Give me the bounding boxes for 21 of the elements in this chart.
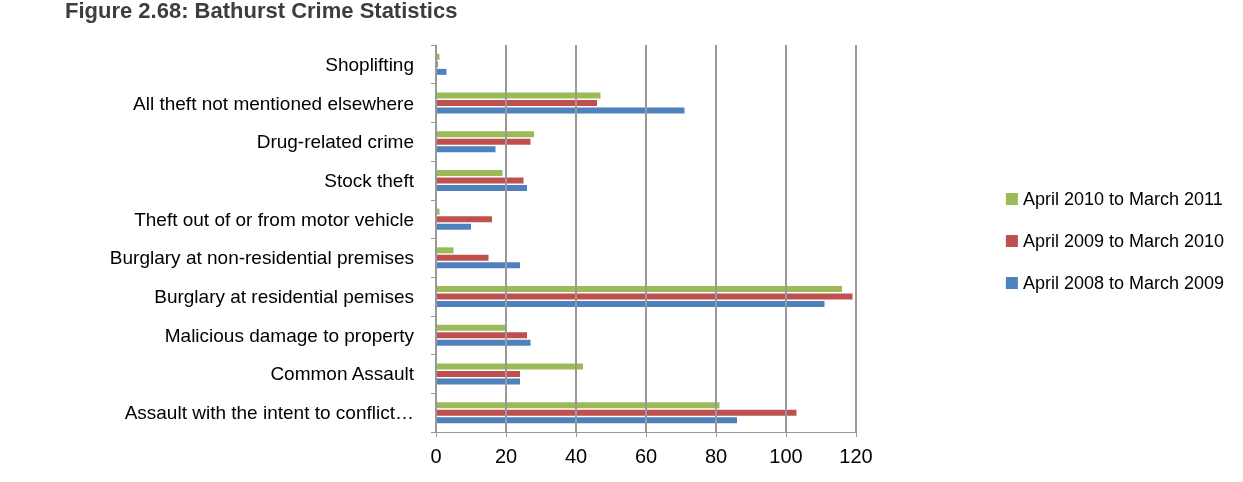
y-tick-label: All theft not mentioned elsewhere (133, 92, 414, 114)
y-tick-label: Malicious damage to property (164, 324, 415, 346)
x-tick-label: 120 (839, 445, 873, 467)
legend-label: April 2008 to March 2009 (1022, 273, 1224, 293)
y-tick-label: Theft out of or from motor vehicle (134, 208, 414, 230)
x-tick-label: 100 (769, 445, 803, 467)
legend-label: April 2009 to March 2010 (1022, 231, 1224, 251)
y-tick-label: Common Assault (270, 363, 415, 385)
x-tick-label: 0 (430, 445, 442, 467)
y-tick-label: Burglary at residential pemises (154, 286, 414, 308)
y-tick-label: Burglary at non-residential premises (109, 247, 414, 269)
legend-label: April 2010 to March 2011 (1022, 189, 1223, 209)
x-tick-label: 20 (494, 445, 518, 467)
y-tick-label: Assault with the intent to conflict… (124, 402, 414, 424)
x-tick-label: 60 (634, 445, 658, 467)
x-tick-label: 80 (704, 445, 728, 467)
y-tick-label: Drug-related crime (256, 131, 414, 153)
chart-title: Figure 2.68: Bathurst Crime Statistics (65, 0, 458, 23)
x-tick-label: 40 (564, 445, 588, 467)
y-tick-label: Shoplifting (325, 53, 414, 75)
y-tick-label: Stock theft (324, 169, 415, 191)
